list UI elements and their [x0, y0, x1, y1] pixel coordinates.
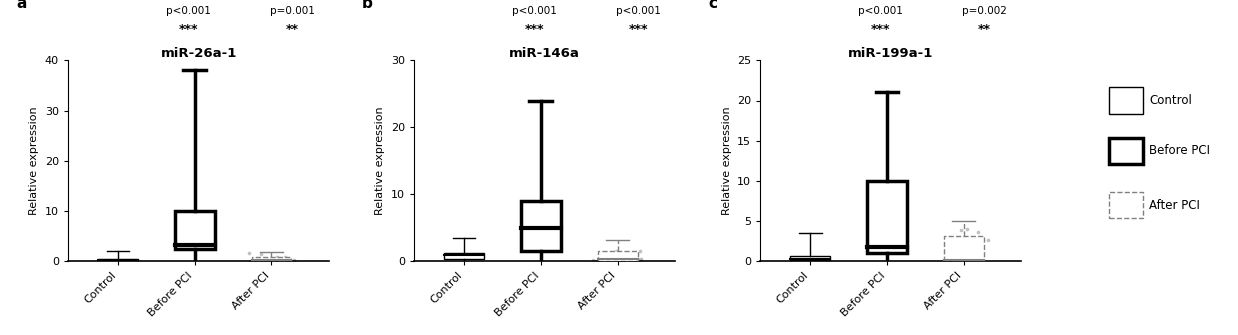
Point: [936, 246, 956, 252]
Point: [267, 255, 287, 260]
Point: [936, 254, 956, 260]
Text: Control: Control: [1149, 94, 1192, 107]
Y-axis label: Relative expression: Relative expression: [375, 107, 385, 215]
Point: [961, 245, 980, 250]
Point: [259, 258, 279, 263]
Title: miR-199a-1: miR-199a-1: [848, 47, 933, 60]
Bar: [521, 201, 561, 251]
Text: ***: ***: [525, 23, 543, 36]
Point: [952, 254, 972, 260]
Point: [276, 254, 296, 259]
Text: b: b: [361, 0, 373, 11]
Point: [244, 257, 264, 262]
Point: [602, 257, 621, 262]
Point: [968, 230, 988, 235]
Text: ***: ***: [629, 23, 649, 36]
Text: a: a: [16, 0, 26, 11]
Point: [595, 250, 615, 255]
Point: [628, 257, 647, 262]
Text: ***: ***: [870, 23, 890, 36]
Point: [610, 258, 630, 264]
Point: [583, 257, 603, 262]
Bar: [444, 253, 484, 259]
Point: [942, 254, 962, 259]
Point: [240, 258, 260, 264]
Text: After PCI: After PCI: [1149, 199, 1200, 211]
Title: miR-146a: miR-146a: [509, 47, 581, 60]
Point: [962, 253, 982, 259]
Point: [630, 248, 650, 254]
Text: p<0.001: p<0.001: [617, 6, 661, 16]
Point: [972, 249, 992, 255]
Point: [631, 257, 651, 263]
Point: [267, 256, 287, 261]
Point: [598, 256, 618, 261]
Point: [251, 258, 271, 264]
Point: [978, 237, 998, 243]
Bar: [867, 181, 907, 253]
Point: [587, 258, 607, 263]
Text: **: **: [978, 23, 992, 36]
Point: [262, 256, 282, 261]
Bar: [98, 259, 137, 261]
Point: [961, 241, 980, 246]
Point: [952, 227, 972, 232]
Text: p<0.001: p<0.001: [858, 6, 903, 16]
Point: [628, 252, 647, 257]
Point: [277, 257, 297, 262]
Point: [937, 253, 957, 258]
Point: [624, 254, 644, 259]
Point: [266, 259, 286, 264]
Point: [284, 258, 303, 264]
Point: [246, 257, 266, 262]
Y-axis label: Relative expression: Relative expression: [722, 107, 732, 215]
Point: [940, 256, 959, 262]
Point: [260, 259, 280, 264]
Bar: [943, 236, 984, 261]
Title: miR-26a-1: miR-26a-1: [161, 47, 236, 60]
Point: [625, 258, 645, 263]
Text: c: c: [708, 0, 717, 11]
Point: [972, 252, 992, 257]
Bar: [251, 257, 291, 261]
Point: [937, 253, 957, 258]
Text: ***: ***: [178, 23, 198, 36]
Point: [255, 258, 275, 264]
Point: [957, 226, 977, 231]
Y-axis label: Relative expression: Relative expression: [30, 107, 40, 215]
Point: [239, 251, 259, 256]
Text: p=0.002: p=0.002: [962, 6, 1008, 16]
Bar: [1108, 138, 1143, 164]
Point: [285, 258, 305, 263]
Point: [607, 248, 626, 253]
Text: p<0.001: p<0.001: [166, 6, 210, 16]
Text: **: **: [286, 23, 300, 36]
Point: [631, 256, 651, 261]
Point: [935, 257, 954, 263]
Text: p<0.001: p<0.001: [511, 6, 557, 16]
Point: [251, 252, 271, 257]
Point: [245, 258, 265, 263]
Bar: [1108, 87, 1143, 114]
Point: [617, 255, 636, 260]
Point: [940, 258, 959, 263]
Text: p=0.001: p=0.001: [270, 6, 314, 16]
Bar: [1108, 192, 1143, 218]
Point: [605, 253, 625, 258]
Point: [614, 257, 634, 263]
Bar: [598, 251, 638, 261]
Point: [587, 259, 607, 264]
Bar: [790, 256, 831, 261]
Bar: [175, 211, 214, 249]
Text: Before PCI: Before PCI: [1149, 144, 1211, 157]
